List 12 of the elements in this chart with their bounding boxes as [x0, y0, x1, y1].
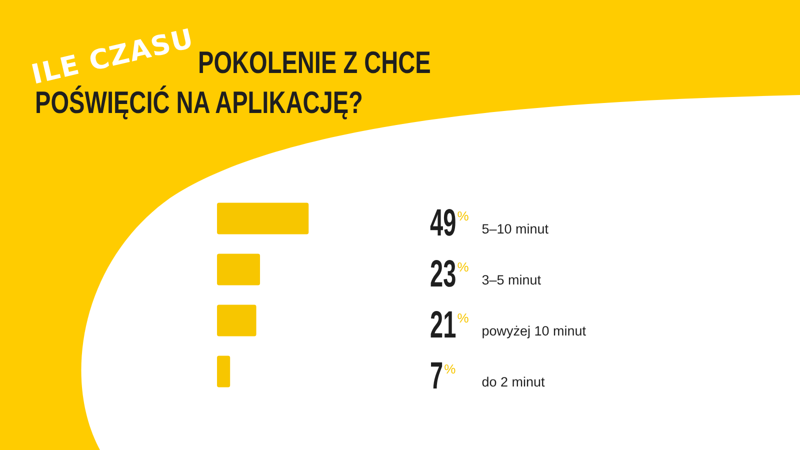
data-label: 23%	[430, 251, 470, 295]
data-label: 7%	[430, 353, 456, 397]
y-tick-label: 5–10 minut	[482, 221, 549, 236]
bar	[217, 254, 260, 286]
data-label: 49%	[430, 200, 470, 244]
bar	[217, 202, 309, 234]
y-tick-label: powyżej 10 minut	[482, 323, 586, 338]
data-label: 21%	[430, 302, 470, 346]
y-tick-label: 3–5 minut	[482, 272, 542, 288]
bar	[217, 304, 256, 336]
y-tick-label: do 2 minut	[482, 374, 546, 390]
bar	[217, 356, 230, 388]
